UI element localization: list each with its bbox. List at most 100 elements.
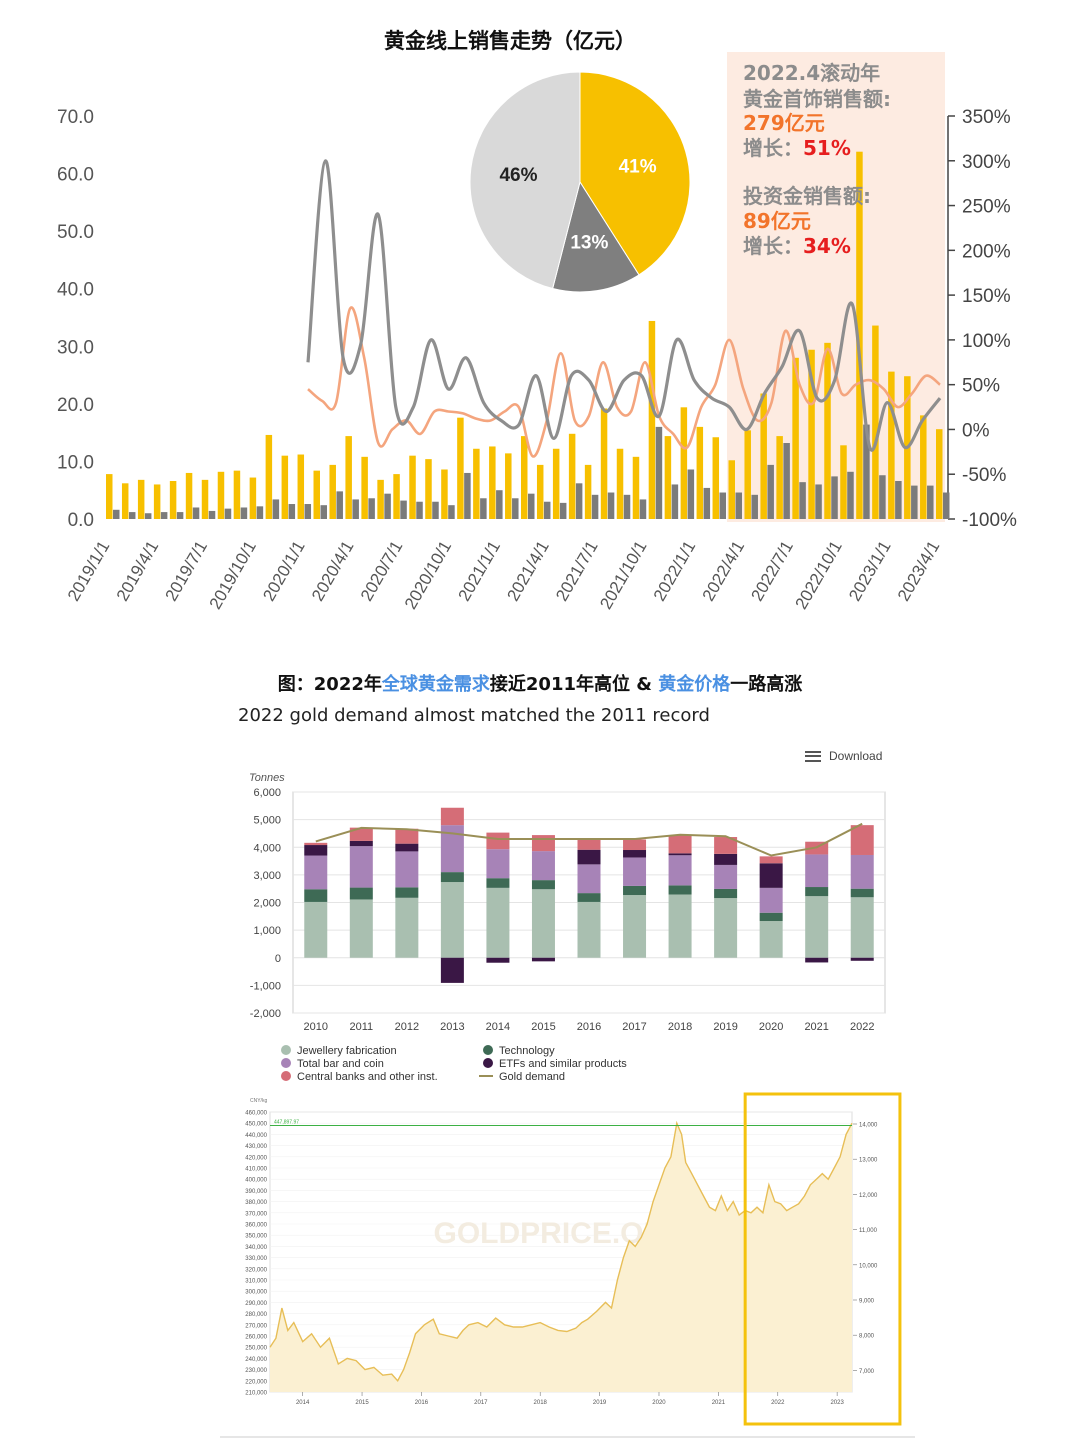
bar-investment <box>288 504 296 519</box>
y-tick-left: 70.0 <box>57 107 94 128</box>
section-caption: 图：2022年全球黄金需求接近2011年高位 & 黄金价格一路高涨 <box>0 670 1080 696</box>
y-tick-left: 460,000 <box>245 1111 267 1117</box>
y-tick-left: 40.0 <box>57 280 94 301</box>
x-tick: 2014 <box>296 1400 310 1406</box>
bar-jewellery <box>377 479 384 519</box>
bar-investment <box>879 475 886 519</box>
unit-label: CNY/kg <box>250 1098 267 1104</box>
bar-investment <box>591 494 599 519</box>
y-tick-left: 210,000 <box>245 1391 267 1397</box>
x-tick: 2017 <box>474 1400 488 1406</box>
y-tick-right: 250% <box>962 197 1011 218</box>
bar-jewellery <box>536 464 544 519</box>
bar-jewellery <box>568 433 576 519</box>
bar-investment <box>352 499 359 519</box>
bar-investment <box>224 508 232 519</box>
download-button[interactable]: Download <box>805 749 882 763</box>
x-tick: 2021 <box>712 1400 726 1406</box>
y-tick-right: 350% <box>962 107 1011 128</box>
y-tick-left: 340,000 <box>245 1245 267 1251</box>
x-tick: 2016 <box>415 1400 429 1406</box>
highlight-box <box>743 1092 902 1426</box>
bar-investment <box>240 507 248 519</box>
x-tick: 2020 <box>652 1400 666 1406</box>
y-tick-left: 270,000 <box>245 1323 267 1329</box>
pie-label: 41% <box>619 156 657 177</box>
y-tick-left: 430,000 <box>245 1144 267 1150</box>
bar-investment <box>655 426 663 519</box>
y-tick-left: 440,000 <box>245 1133 267 1139</box>
bar-jewellery <box>393 474 400 519</box>
y-tick-right: -50% <box>962 465 1006 486</box>
bar-investment <box>607 492 615 519</box>
bar-jewellery <box>361 456 368 519</box>
bar-investment <box>448 505 455 519</box>
bar-jewellery <box>457 417 464 519</box>
y-tick-left: 330,000 <box>245 1256 267 1262</box>
x-tick: 2022 <box>771 1400 785 1406</box>
bar-jewellery <box>233 470 241 519</box>
bar-investment <box>863 424 870 519</box>
bar-jewellery <box>680 407 688 519</box>
y-tick-left: 450,000 <box>245 1122 267 1128</box>
bar-jewellery <box>696 426 704 519</box>
bar-investment <box>831 476 838 519</box>
bar-investment <box>432 501 439 519</box>
bar-investment <box>559 502 567 519</box>
bar-investment <box>144 513 152 519</box>
bar-investment <box>703 487 711 519</box>
bar-investment <box>895 481 902 519</box>
bar-jewellery <box>744 430 751 519</box>
chart-title: 黄金线上销售走势（亿元） <box>384 29 636 53</box>
bar-jewellery <box>584 464 592 519</box>
bar-jewellery <box>824 342 831 519</box>
annotation-line: 投资金销售额: <box>743 184 871 208</box>
bar-investment <box>847 471 854 519</box>
y-tick-left: 260,000 <box>245 1335 267 1341</box>
bar-jewellery <box>489 446 496 519</box>
x-tick: 2023 <box>830 1400 844 1406</box>
bar-jewellery <box>728 460 735 519</box>
bar-jewellery <box>856 151 863 520</box>
bar-jewellery <box>840 445 847 519</box>
bar-jewellery <box>936 429 943 519</box>
y-tick-left: 250,000 <box>245 1346 267 1352</box>
y-tick-right: 0% <box>962 420 990 441</box>
pie-label: 46% <box>499 165 537 186</box>
y-tick-left: 300,000 <box>245 1290 267 1296</box>
bar-investment <box>687 469 695 519</box>
y-tick-left: 280,000 <box>245 1312 267 1318</box>
bar-jewellery <box>616 448 624 519</box>
y-tick-left: 320,000 <box>245 1267 267 1273</box>
x-tick: 2018 <box>534 1400 548 1406</box>
bar-investment <box>543 501 551 519</box>
bar-investment <box>496 490 503 519</box>
bar-jewellery <box>521 436 528 519</box>
caption-middle: 接近2011年高位 & <box>489 674 659 695</box>
price-area <box>270 1123 852 1392</box>
bar-jewellery <box>792 357 799 519</box>
bar-investment <box>799 482 806 519</box>
annotation-growth: 增长：34% <box>743 234 851 258</box>
bar-jewellery <box>473 448 480 519</box>
bar-jewellery <box>712 437 720 519</box>
bar-investment <box>575 483 583 519</box>
bar-jewellery <box>297 454 305 519</box>
bar-investment <box>767 464 774 519</box>
y-tick-left: 30.0 <box>57 337 94 358</box>
y-tick-left: 50.0 <box>57 222 94 243</box>
bar-investment <box>113 509 120 519</box>
bar-jewellery <box>121 483 129 519</box>
reference-label: 447,897.97 <box>274 1120 299 1126</box>
bar-jewellery <box>281 455 289 519</box>
bar-investment <box>480 498 487 519</box>
bar-investment <box>464 472 471 519</box>
bar-investment <box>208 510 216 519</box>
bar-investment <box>528 493 535 519</box>
y-tick-right: 8,000 <box>859 1334 875 1340</box>
x-tick: 2015 <box>355 1400 369 1406</box>
bar-jewellery <box>920 415 927 519</box>
y-tick-left: 240,000 <box>245 1357 267 1363</box>
bar-jewellery <box>808 349 815 519</box>
bar-jewellery <box>776 436 783 519</box>
